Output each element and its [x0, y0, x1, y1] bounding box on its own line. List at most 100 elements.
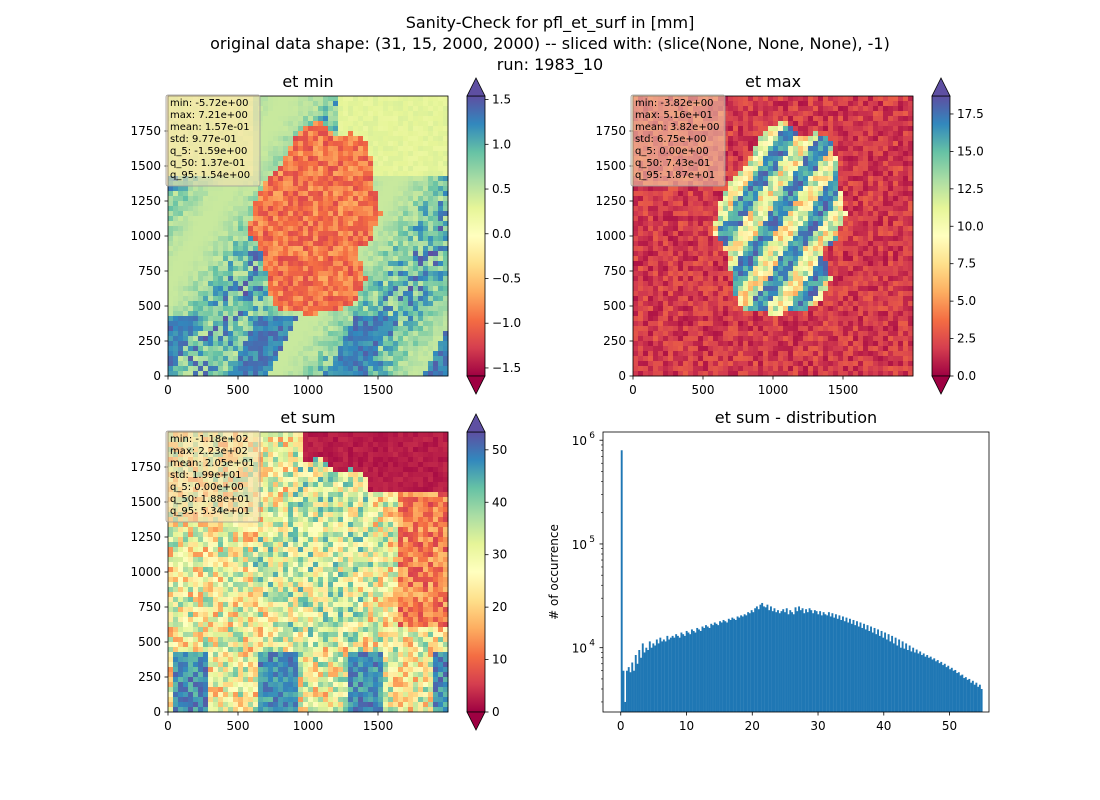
heatmap-cell: [183, 316, 189, 322]
heatmap-cell: [748, 291, 754, 297]
heatmap-cell: [633, 251, 639, 257]
heatmap-cell: [643, 341, 649, 347]
heatmap-cell: [263, 271, 269, 277]
heatmap-cell: [678, 276, 684, 282]
heatmap-cell: [348, 236, 354, 242]
heatmap-cell: [213, 231, 219, 237]
heatmap-cell: [168, 346, 174, 352]
heatmap-cell: [708, 371, 714, 377]
heatmap-cell: [338, 296, 344, 302]
heatmap-cell: [678, 366, 684, 372]
heatmap-cell: [318, 296, 324, 302]
heatmap-cell: [743, 316, 749, 322]
heatmap-cell: [688, 271, 694, 277]
heatmap-cell: [363, 331, 369, 337]
heatmap-cell: [173, 301, 179, 307]
heatmap-cell: [238, 211, 244, 217]
heatmap-cell: [363, 176, 369, 182]
heatmap-cell: [768, 176, 774, 182]
heatmap-cell: [273, 166, 279, 172]
heatmap-cell: [413, 216, 419, 222]
heatmap-cell: [178, 211, 184, 217]
heatmap-cell: [663, 351, 669, 357]
heatmap-cell: [388, 216, 394, 222]
heatmap-cell: [243, 266, 249, 272]
heatmap-cell: [698, 216, 704, 222]
heatmap-cell: [243, 351, 249, 357]
heatmap-cell: [348, 361, 354, 367]
heatmap-cell: [328, 356, 334, 362]
heatmap-cell: [273, 196, 279, 202]
heatmap-cell: [768, 281, 774, 287]
heatmap-cell: [703, 256, 709, 262]
heatmap-cell: [733, 256, 739, 262]
heatmap-cell: [303, 171, 309, 177]
heatmap-cell: [723, 211, 729, 217]
heatmap-cell: [363, 261, 369, 267]
heatmap-cell: [388, 171, 394, 177]
heatmap-cell: [388, 166, 394, 172]
heatmap-cell: [358, 301, 364, 307]
heatmap-cell: [223, 356, 229, 362]
heatmap-cell: [333, 151, 339, 157]
heatmap-cell: [323, 366, 329, 372]
heatmap-cell: [258, 316, 264, 322]
heatmap-cell: [438, 111, 444, 117]
heatmap-cell: [308, 276, 314, 282]
heatmap-cell: [193, 361, 199, 367]
heatmap-cell: [318, 256, 324, 262]
heatmap-cell: [723, 106, 729, 112]
heatmap-cell: [178, 251, 184, 257]
heatmap-cell: [203, 321, 209, 327]
heatmap-cell: [438, 301, 444, 307]
heatmap-cell: [203, 286, 209, 292]
heatmap-cell: [693, 296, 699, 302]
heatmap-cell: [273, 106, 279, 112]
heatmap-cell: [388, 126, 394, 132]
heatmap-cell: [208, 346, 214, 352]
heatmap-cell: [248, 306, 254, 312]
heatmap-cell: [743, 246, 749, 252]
heatmap-cell: [323, 206, 329, 212]
heatmap-cell: [333, 266, 339, 272]
heatmap-cell: [313, 96, 319, 102]
heatmap-cell: [768, 266, 774, 272]
heatmap-cell: [368, 241, 374, 247]
heatmap-cell: [368, 146, 374, 152]
heatmap-cell: [768, 371, 774, 377]
heatmap-cell: [378, 266, 384, 272]
heatmap-cell: [323, 131, 329, 137]
heatmap-cell: [783, 346, 789, 352]
heatmap-cell: [303, 191, 309, 197]
heatmap-cell: [333, 226, 339, 232]
heatmap-cell: [333, 316, 339, 322]
heatmap-cell: [173, 321, 179, 327]
heatmap-cell: [698, 246, 704, 252]
heatmap-cell: [398, 336, 404, 342]
heatmap-cell: [273, 241, 279, 247]
heatmap-cell: [223, 276, 229, 282]
heatmap-cell: [653, 281, 659, 287]
heatmap-cell: [233, 331, 239, 337]
heatmap-cell: [408, 346, 414, 352]
heatmap-cell: [193, 301, 199, 307]
heatmap-cell: [318, 201, 324, 207]
heatmap-cell: [733, 306, 739, 312]
heatmap-cell: [368, 176, 374, 182]
heatmap-cell: [203, 216, 209, 222]
heatmap-cell: [653, 226, 659, 232]
heatmap-cell: [288, 181, 294, 187]
heatmap-cell: [648, 296, 654, 302]
heatmap-cell: [683, 301, 689, 307]
heatmap-cell: [428, 126, 434, 132]
heatmap-cell: [188, 206, 194, 212]
heatmap-cell: [263, 351, 269, 357]
heatmap-cell: [688, 211, 694, 217]
heatmap-cell: [763, 366, 769, 372]
heatmap-cell: [353, 96, 359, 102]
heatmap-cell: [248, 286, 254, 292]
heatmap-cell: [248, 211, 254, 217]
heatmap-cell: [418, 291, 424, 297]
heatmap-cell: [313, 141, 319, 147]
heatmap-cell: [323, 216, 329, 222]
